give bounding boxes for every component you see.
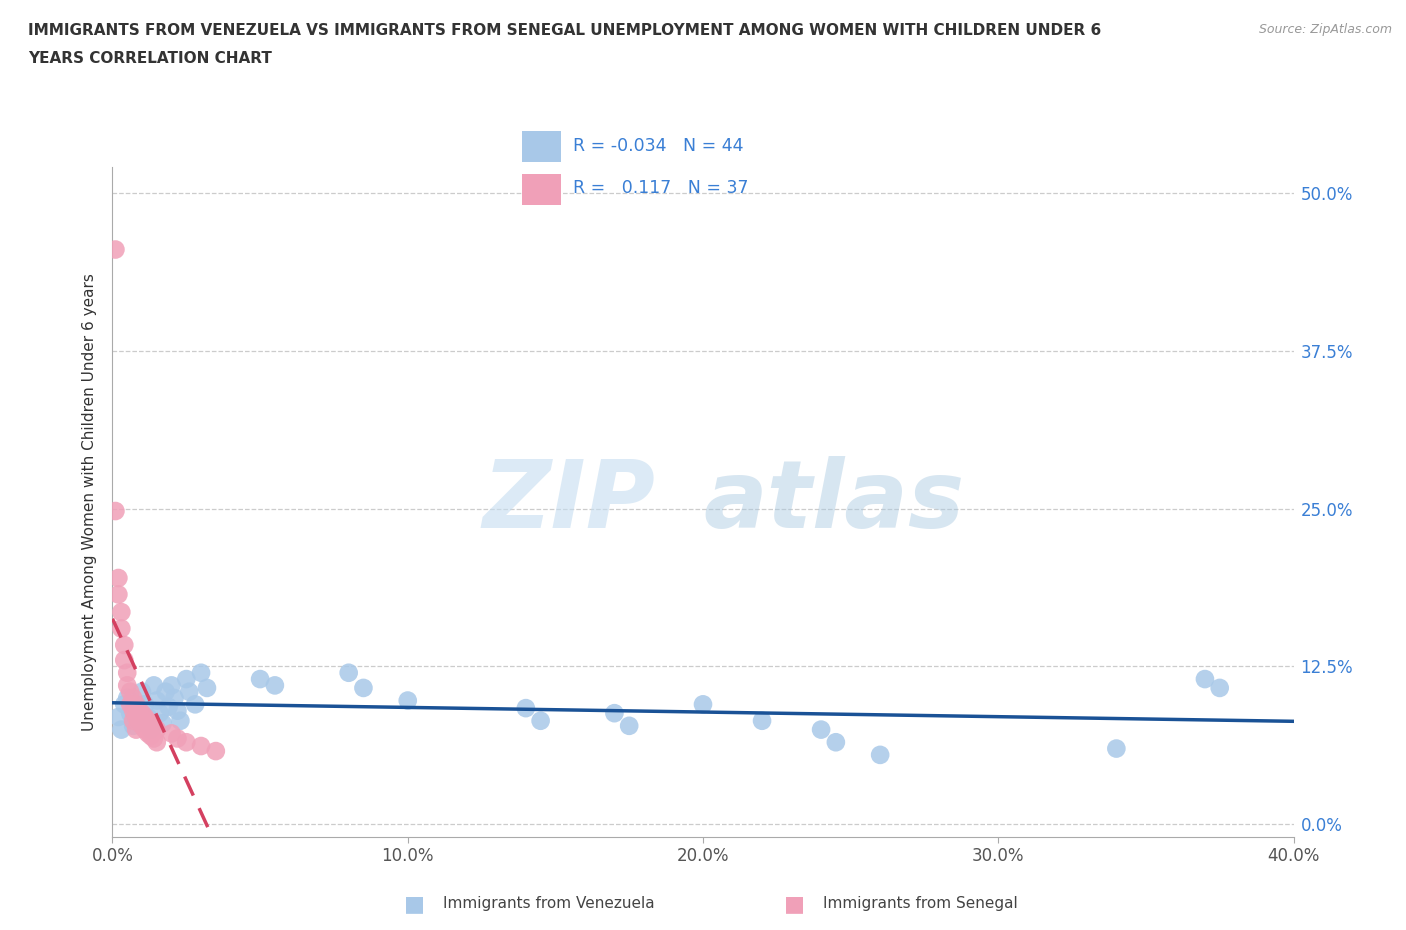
Point — [603, 706, 626, 721]
Point — [160, 726, 183, 741]
Point — [112, 653, 135, 668]
Point — [112, 697, 135, 711]
FancyBboxPatch shape — [522, 131, 561, 162]
Point — [352, 681, 374, 696]
Text: Immigrants from Senegal: Immigrants from Senegal — [823, 897, 1018, 911]
Point — [337, 665, 360, 680]
Point — [122, 713, 145, 728]
Point — [117, 678, 138, 693]
Point — [264, 678, 287, 693]
Point — [184, 697, 207, 711]
Point — [824, 735, 846, 750]
Point — [122, 691, 145, 706]
Point — [120, 706, 142, 721]
Text: ZIP: ZIP — [482, 457, 655, 548]
Point — [117, 665, 138, 680]
Point — [120, 697, 142, 711]
Text: R = -0.034   N = 44: R = -0.034 N = 44 — [574, 138, 744, 155]
Point — [107, 571, 129, 586]
Text: Immigrants from Venezuela: Immigrants from Venezuela — [443, 897, 655, 911]
Point — [152, 716, 174, 731]
Point — [104, 504, 127, 519]
Point — [163, 691, 186, 706]
Point — [529, 713, 551, 728]
Point — [1208, 681, 1232, 696]
Point — [692, 697, 714, 711]
Point — [139, 723, 162, 737]
Point — [122, 703, 145, 718]
Point — [125, 710, 148, 724]
Point — [131, 684, 153, 699]
Y-axis label: Unemployment Among Women with Children Under 6 years: Unemployment Among Women with Children U… — [82, 273, 97, 731]
Point — [110, 604, 132, 619]
Point — [396, 693, 419, 708]
Point — [134, 723, 156, 737]
Point — [134, 697, 156, 711]
Point — [117, 691, 138, 706]
Point — [166, 703, 188, 718]
FancyBboxPatch shape — [522, 174, 561, 205]
Point — [112, 638, 135, 653]
Point — [190, 738, 212, 753]
Point — [515, 700, 537, 715]
Point — [160, 678, 183, 693]
Point — [166, 731, 188, 746]
Point — [195, 681, 218, 696]
Point — [142, 731, 165, 746]
Point — [146, 693, 169, 708]
Point — [131, 706, 153, 721]
Point — [249, 671, 271, 686]
Point — [169, 713, 191, 728]
Point — [136, 710, 159, 724]
Point — [120, 684, 142, 699]
Point — [146, 723, 169, 737]
Text: ■: ■ — [405, 894, 425, 914]
Point — [155, 684, 177, 699]
Point — [174, 735, 197, 750]
Point — [179, 684, 201, 699]
Point — [136, 726, 159, 741]
Point — [104, 242, 127, 257]
Point — [619, 718, 641, 733]
Point — [810, 723, 832, 737]
Text: ■: ■ — [785, 894, 804, 914]
Point — [125, 723, 148, 737]
Point — [1194, 671, 1216, 686]
Text: Source: ZipAtlas.com: Source: ZipAtlas.com — [1258, 23, 1392, 36]
Point — [128, 703, 150, 718]
Point — [1105, 741, 1128, 756]
Point — [125, 700, 148, 715]
Point — [139, 716, 162, 731]
Point — [131, 718, 153, 733]
Point — [190, 665, 212, 680]
Point — [107, 710, 129, 724]
Point — [110, 723, 132, 737]
Point — [125, 697, 148, 711]
Point — [205, 744, 228, 759]
Point — [134, 710, 156, 724]
Point — [139, 728, 162, 743]
Point — [128, 713, 150, 728]
Point — [136, 713, 159, 728]
Point — [751, 713, 773, 728]
Point — [128, 713, 150, 728]
Text: R =   0.117   N = 37: R = 0.117 N = 37 — [574, 179, 748, 197]
Point — [869, 748, 891, 763]
Point — [146, 735, 169, 750]
Point — [149, 706, 172, 721]
Text: atlas: atlas — [703, 457, 965, 548]
Point — [174, 671, 197, 686]
Text: YEARS CORRELATION CHART: YEARS CORRELATION CHART — [28, 51, 271, 66]
Point — [107, 587, 129, 602]
Point — [142, 678, 165, 693]
Point — [122, 718, 145, 733]
Point — [142, 718, 165, 733]
Point — [157, 699, 180, 714]
Text: IMMIGRANTS FROM VENEZUELA VS IMMIGRANTS FROM SENEGAL UNEMPLOYMENT AMONG WOMEN WI: IMMIGRANTS FROM VENEZUELA VS IMMIGRANTS … — [28, 23, 1101, 38]
Point — [110, 621, 132, 636]
